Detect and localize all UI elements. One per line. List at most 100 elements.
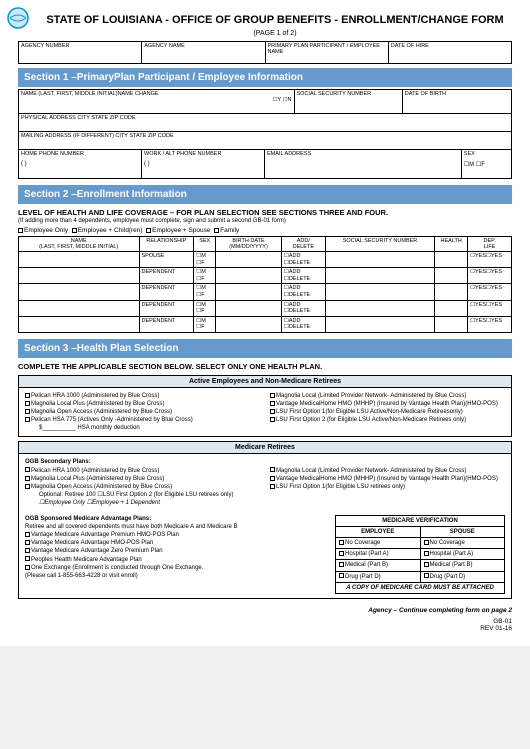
ogb-logo [6, 6, 30, 30]
ver-title: MEDICARE VERIFICATION [336, 516, 505, 527]
table-row: DEPENDENT☐M☐F ☐ADD☐DELETE ☐YES☐YES [19, 268, 512, 284]
dep-cell[interactable]: ☐YES☐YES [468, 300, 512, 316]
ver-col: SPOUSE [420, 527, 505, 538]
form-code: GB-01 [493, 618, 512, 625]
footer-code: GB-01 REV 01-16 [18, 618, 512, 632]
dep-cell[interactable]: ☐M☐F [194, 300, 216, 316]
form-cell[interactable]: HOME PHONE NUMBER( ) [19, 150, 142, 178]
active-plan-option[interactable]: Magnolia Local (Limited Provider Network… [270, 392, 505, 400]
dep-cell[interactable]: DEPENDENT [139, 316, 194, 332]
dep-cell[interactable]: ☐YES☐YES [468, 252, 512, 268]
section3-instructions: COMPLETE THE APPLICABLE SECTION BELOW. S… [18, 362, 512, 371]
dep-cell[interactable] [216, 252, 282, 268]
agency-header-cell[interactable]: AGENCY NAME [142, 42, 265, 63]
ver-cell[interactable]: Hospital (Part A) [420, 549, 505, 560]
agency-header-cell[interactable]: PRIMARY PLAN PARTICIPANT / EMPLOYEE NAME [266, 42, 389, 63]
medicare-subheader: Medicare Retirees [18, 441, 512, 454]
dep-cell[interactable]: ☐YES☐YES [468, 268, 512, 284]
form-cell[interactable]: PHYSICAL ADDRESS CITY STATE ZIP CODE [19, 114, 511, 131]
dep-cell[interactable]: ☐ADD☐DELETE [281, 284, 325, 300]
form-cell[interactable]: EMAIL ADDRESS [265, 150, 462, 178]
form-row: PHYSICAL ADDRESS CITY STATE ZIP CODE [19, 114, 511, 132]
coverage-check[interactable]: Employee Only [18, 227, 72, 234]
dep-cell[interactable]: ☐YES☐YES [468, 316, 512, 332]
dep-cell[interactable] [435, 268, 468, 284]
dep-cell[interactable] [325, 252, 435, 268]
ver-cell[interactable]: Drug (Part D) [336, 571, 421, 582]
dep-cell[interactable] [435, 316, 468, 332]
dep-cell[interactable]: ☐ADD☐DELETE [281, 252, 325, 268]
dep-cell[interactable] [325, 300, 435, 316]
dep-cell[interactable] [19, 268, 140, 284]
dep-cell[interactable]: ☐ADD☐DELETE [281, 268, 325, 284]
dep-cell[interactable] [216, 300, 282, 316]
dep-cell[interactable] [216, 316, 282, 332]
dep-cell[interactable] [435, 284, 468, 300]
optional-checks[interactable]: ☐Employee Only ☐Employee + 1 Dependent [39, 499, 505, 507]
form-cell[interactable]: MAILING ADDRESS (IF DIFFERENT) CITY STAT… [19, 132, 511, 149]
medicare-plan-option[interactable]: LSU First Option 1(for Eligible LSU reti… [270, 483, 505, 491]
medicare-plan-option[interactable]: Magnolia Local Plus (Administered by Blu… [25, 475, 260, 483]
form-cell[interactable]: SOCIAL SECURITY NUMBER [295, 90, 403, 113]
dep-col-header: RELATIONSHIP [139, 237, 194, 252]
dep-cell[interactable] [435, 252, 468, 268]
form-cell[interactable]: NAME (LAST, FIRST, MIDDLE INITIAL)NAME C… [19, 90, 295, 113]
dep-cell[interactable]: SPOUSE [139, 252, 194, 268]
medicare-plan-option[interactable]: Vantage MedicalHome HMO (MHHP) (Insured … [270, 475, 505, 483]
dep-cell[interactable]: ☐M☐F [194, 268, 216, 284]
dep-cell[interactable] [325, 268, 435, 284]
coverage-check[interactable]: Employee + Spouse [146, 227, 214, 234]
dep-cell[interactable]: ☐M☐F [194, 284, 216, 300]
optional-retiree[interactable]: Optional: Retiree 100 ☐LSU First Option … [39, 491, 505, 499]
dep-cell[interactable] [325, 284, 435, 300]
form-cell[interactable]: WORK / ALT PHONE NUMBER( ) [142, 150, 265, 178]
form-cell[interactable]: SEX☐M ☐F [462, 150, 511, 178]
medicare-plan-option[interactable]: Magnolia Open Access (Administered by Bl… [25, 483, 260, 491]
dep-cell[interactable]: ☐YES☐YES [468, 284, 512, 300]
ver-col: EMPLOYEE [336, 527, 421, 538]
dep-col-header: SOCIAL SECURITY NUMBER [325, 237, 435, 252]
dep-cell[interactable]: DEPENDENT [139, 268, 194, 284]
dep-cell[interactable] [216, 268, 282, 284]
medicare-plan-box: OGB Secondary Plans: Pelican HRA 1000 (A… [18, 454, 512, 598]
active-plan-option[interactable]: LSU First Option 1(for Eligible LSU Acti… [270, 408, 505, 416]
dep-cell[interactable]: ☐M☐F [194, 316, 216, 332]
dep-cell[interactable] [19, 252, 140, 268]
table-row: SPOUSE☐M☐F ☐ADD☐DELETE ☐YES☐YES [19, 252, 512, 268]
form-cell[interactable]: DATE OF BIRTH [403, 90, 511, 113]
active-plan-option[interactable]: Pelican HRA 1000 (Administered by Blue C… [25, 392, 260, 400]
hsa-deduction[interactable]: $__________ HSA monthly deduction [39, 424, 505, 432]
ver-cell[interactable]: Medical (Part B) [420, 560, 505, 571]
medicare-plan-option[interactable]: Magnolia Local (Limited Provider Network… [270, 467, 505, 475]
dependent-table: NAME(LAST, FIRST, MIDDLE INITIAL)RELATIO… [18, 236, 512, 333]
section3-bar: Section 3 –Health Plan Selection [18, 339, 512, 358]
dep-cell[interactable] [216, 284, 282, 300]
dep-cell[interactable]: ☐ADD☐DELETE [281, 316, 325, 332]
dep-cell[interactable]: DEPENDENT [139, 284, 194, 300]
title-text: STATE OF LOUISIANA - OFFICE OF GROUP BEN… [46, 14, 503, 26]
dep-cell[interactable] [19, 284, 140, 300]
dep-cell[interactable] [19, 300, 140, 316]
active-plan-option[interactable]: LSU First Option 2 (for Eligible LSU Act… [270, 416, 505, 424]
agency-header-cell[interactable]: DATE OF HIRE [389, 42, 511, 63]
active-plan-option[interactable]: Vantage MedicalHome HMO (MHHP) (Insured … [270, 400, 505, 408]
active-plan-option[interactable]: Magnolia Open Access (Administered by Bl… [25, 408, 260, 416]
dep-cell[interactable] [19, 316, 140, 332]
table-row: DEPENDENT☐M☐F ☐ADD☐DELETE ☐YES☐YES [19, 316, 512, 332]
agency-header-cell[interactable]: AGENCY NUMBER [19, 42, 142, 63]
dep-cell[interactable]: ☐ADD☐DELETE [281, 300, 325, 316]
medicare-plan-option[interactable]: Pelican HRA 1000 (Administered by Blue C… [25, 467, 260, 475]
ver-cell[interactable]: No Coverage [336, 538, 421, 549]
ver-cell[interactable]: Hospital (Part A) [336, 549, 421, 560]
ver-cell[interactable]: No Coverage [420, 538, 505, 549]
active-plan-option[interactable]: Magnolia Local Plus (Administered by Blu… [25, 400, 260, 408]
ver-cell[interactable]: Drug (Part D) [420, 571, 505, 582]
active-plan-option[interactable]: Pelican HSA 775 (Actives Only -Administe… [25, 416, 260, 424]
dep-cell[interactable]: ☐M☐F [194, 252, 216, 268]
dep-cell[interactable]: DEPENDENT [139, 300, 194, 316]
coverage-check[interactable]: Employee + Child(ren) [72, 227, 146, 234]
coverage-check[interactable]: Family [214, 227, 243, 234]
dep-cell[interactable] [325, 316, 435, 332]
dep-cell[interactable] [435, 300, 468, 316]
ver-cell[interactable]: Medical (Part B) [336, 560, 421, 571]
